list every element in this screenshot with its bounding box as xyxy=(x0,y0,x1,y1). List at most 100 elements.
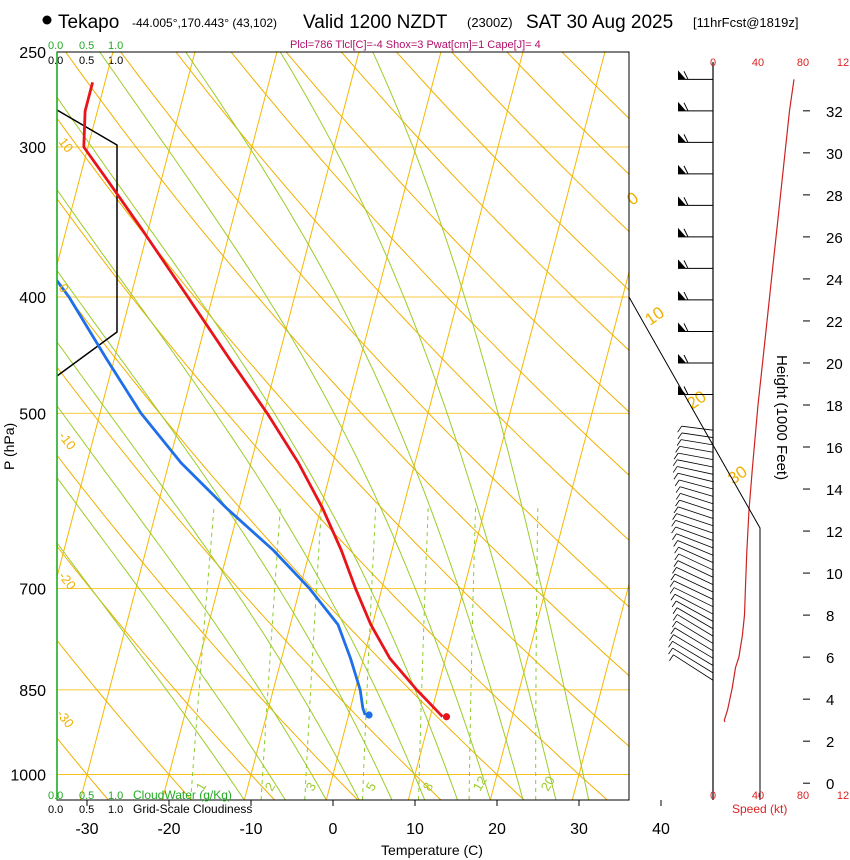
wind-barb-feather xyxy=(672,459,678,467)
wind-barb-flag xyxy=(678,196,686,206)
pressure-tick-label: 1000 xyxy=(10,768,46,785)
wind-barb-feather xyxy=(683,228,689,238)
wind-barb-feather xyxy=(671,600,677,608)
wind-barb xyxy=(677,466,714,475)
wind-barb-feather xyxy=(672,607,678,614)
y-axis-title: P (hPa) xyxy=(1,423,17,470)
moist-adiabat-line xyxy=(57,341,360,800)
wind-barb-flag xyxy=(678,101,686,111)
x-tick-label: 0 xyxy=(329,821,338,838)
wind-barb-feather xyxy=(683,197,689,206)
mixing-ratio-line xyxy=(535,508,539,800)
isotherm-line xyxy=(79,52,278,800)
wind-barb-feather xyxy=(674,479,680,487)
moist-adiabat-line xyxy=(99,52,491,800)
cloud-profile xyxy=(56,109,118,377)
cloud-axis-bottom: 0.0 0.5 1.0 CloudWater (g/Kg) 0.0 0.5 1.… xyxy=(48,788,252,816)
dry-adiabat-line xyxy=(57,280,525,800)
dry-adiabat-line xyxy=(57,454,359,800)
moist-adiabat-line xyxy=(57,476,286,800)
isotherm-line xyxy=(571,582,629,800)
wind-barb xyxy=(677,506,714,519)
wind-barb-feather xyxy=(668,647,673,655)
wind-barb-feather xyxy=(683,102,689,112)
wind-barb-feather xyxy=(673,540,678,547)
height-tick-label: 0 xyxy=(826,776,834,793)
speed-tick-label-bottom: 80 xyxy=(797,790,809,802)
dry-adiabat-line xyxy=(396,52,629,291)
dewpoint-profile-line xyxy=(57,278,367,716)
height-tick-label: 30 xyxy=(826,146,843,163)
height-tick-label: 32 xyxy=(826,104,843,121)
height-tick-label: 26 xyxy=(826,230,843,247)
pressure-tick-label: 500 xyxy=(19,406,46,423)
height-tick-label: 16 xyxy=(826,440,843,457)
height-tick-label: 10 xyxy=(826,566,843,583)
wind-barb-feather xyxy=(683,134,689,143)
sounding-profiles xyxy=(57,82,451,721)
wind-barb-feather xyxy=(672,513,677,520)
wind-barb-flag xyxy=(678,353,686,363)
speed-tick-label-bottom: 40 xyxy=(752,790,764,802)
isotherm-line xyxy=(407,52,606,800)
height-tick-label: 12 xyxy=(826,524,843,541)
wind-barb-flag xyxy=(678,322,686,332)
wind-barb-feather xyxy=(675,499,680,507)
wind-barb-feather xyxy=(672,614,678,621)
mixing-ratio-label: 8 xyxy=(420,780,437,794)
wind-barb-feather xyxy=(672,620,677,628)
x-tick-label: 30 xyxy=(570,821,588,838)
speed-profile-line xyxy=(723,79,795,723)
wind-barb xyxy=(678,452,714,461)
station-marker-icon xyxy=(42,15,52,25)
dry-adiabat-line xyxy=(57,366,442,800)
wind-barb-feather xyxy=(673,560,679,567)
height-tick-label: 6 xyxy=(826,650,834,667)
wind-barb xyxy=(675,526,714,541)
x-tick-label: -20 xyxy=(157,821,180,838)
dry-adiabat-line xyxy=(57,639,192,800)
wind-barb-feather xyxy=(669,634,674,641)
mixing-ratio-label: 12 xyxy=(470,773,490,793)
header: Tekapo -44.005°,170.443° (43,102) Valid … xyxy=(42,12,798,51)
wind-barb xyxy=(673,634,714,659)
cloudiness-profile-line xyxy=(56,109,118,377)
wind-barb xyxy=(674,627,714,652)
dry-adiabat-line xyxy=(120,52,629,608)
cloud-axis-top: 0.0 0.5 1.0 0.0 0.5 1.0 xyxy=(48,40,123,67)
cloudiness-legend: Grid-Scale Cloudiness xyxy=(133,802,252,816)
wind-barb xyxy=(676,567,714,585)
wind-barb xyxy=(673,580,714,600)
dry-adiabat-line xyxy=(506,52,629,175)
isotherm-label: 10 xyxy=(56,135,77,156)
wind-barb-feather xyxy=(683,386,689,395)
cloud-water-legend: CloudWater (g/Kg) xyxy=(133,788,232,802)
wind-barb-feather xyxy=(670,627,676,635)
cloud-tick-label: 0.0 xyxy=(48,40,63,52)
wind-barb xyxy=(672,640,714,666)
wind-barb-feather xyxy=(670,573,676,581)
wind-speed-profile xyxy=(723,79,795,723)
wind-barb xyxy=(675,600,714,622)
wind-barb xyxy=(672,647,714,674)
wind-barb-feather xyxy=(673,452,679,460)
wind-barb xyxy=(681,439,714,446)
wind-barb-flag xyxy=(678,290,686,300)
height-tick-label: 20 xyxy=(826,356,843,373)
wind-barb xyxy=(676,533,714,549)
pressure-tick-label: 850 xyxy=(19,683,46,700)
isotherm-line xyxy=(654,52,850,800)
wind-barb xyxy=(677,560,714,578)
moist-adiabat-line xyxy=(279,52,557,800)
wind-barb-feather xyxy=(677,425,682,433)
pressure-tick-label: 300 xyxy=(19,140,46,157)
wind-barb-feather xyxy=(668,641,673,648)
wind-barb xyxy=(677,540,714,556)
dry-adiabat-label: 30 xyxy=(724,462,750,488)
cloudiness-tick-label: 0.0 xyxy=(48,55,63,67)
wind-barb xyxy=(674,593,714,615)
speed-tick-label-top: 80 xyxy=(797,57,809,69)
station-coords: -44.005°,170.443° (43,102) xyxy=(132,16,277,30)
